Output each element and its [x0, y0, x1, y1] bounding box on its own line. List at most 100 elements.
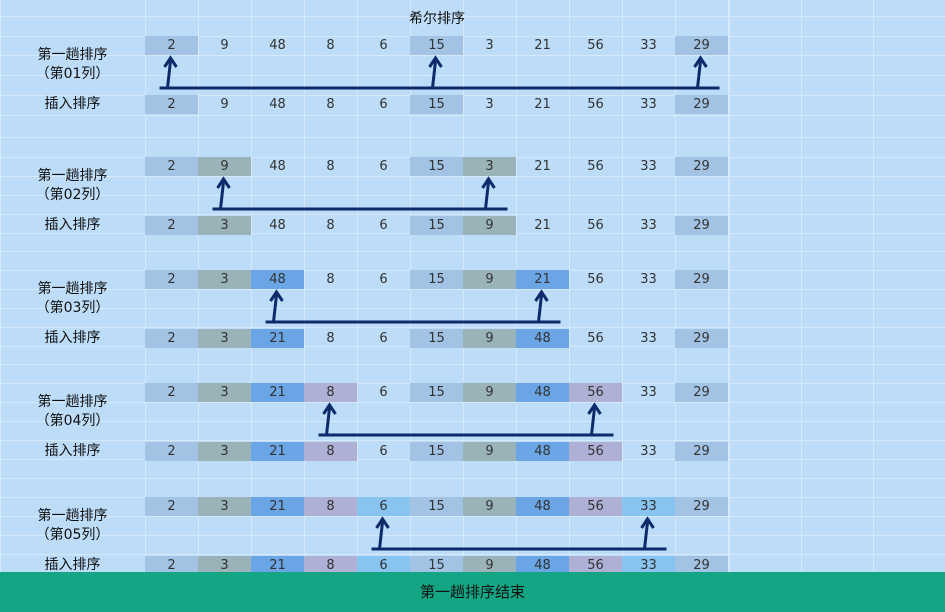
- value-cell[interactable]: 6: [357, 497, 410, 516]
- value-cell[interactable]: 3: [463, 157, 516, 176]
- sorted-value-cell[interactable]: 2: [145, 329, 198, 348]
- value-cell[interactable]: 15: [410, 36, 463, 55]
- value-cell[interactable]: 33: [640, 159, 657, 174]
- sorted-value-cell[interactable]: 21: [251, 329, 304, 348]
- value-cell[interactable]: 2: [145, 270, 198, 289]
- value-cell[interactable]: 8: [304, 497, 357, 516]
- sorted-value-cell[interactable]: 48: [516, 329, 569, 348]
- sorted-value-cell[interactable]: 56: [569, 442, 622, 461]
- sorted-value-cell[interactable]: 15: [410, 95, 463, 114]
- value-cell[interactable]: 29: [675, 497, 728, 516]
- value-cell[interactable]: 8: [326, 38, 335, 53]
- value-cell[interactable]: 56: [587, 38, 604, 53]
- value-cell[interactable]: 33: [640, 38, 657, 53]
- sorted-value-cell[interactable]: 8: [304, 442, 357, 461]
- sorted-value-cell[interactable]: 29: [675, 329, 728, 348]
- value-cell[interactable]: 6: [379, 38, 388, 53]
- value-cell[interactable]: 21: [251, 497, 304, 516]
- sorted-value-cell[interactable]: 33: [622, 556, 675, 575]
- sorted-value-cell[interactable]: 6: [357, 556, 410, 575]
- value-cell[interactable]: 9: [198, 157, 251, 176]
- value-cell[interactable]: 6: [379, 272, 388, 287]
- value-cell[interactable]: 2: [145, 383, 198, 402]
- sorted-value-cell[interactable]: 9: [463, 556, 516, 575]
- value-cell[interactable]: 15: [410, 270, 463, 289]
- sorted-value-cell[interactable]: 48: [269, 218, 286, 233]
- value-cell[interactable]: 8: [304, 383, 357, 402]
- value-cell[interactable]: 15: [410, 497, 463, 516]
- value-cell[interactable]: 3: [198, 270, 251, 289]
- value-cell[interactable]: 2: [145, 497, 198, 516]
- sorted-value-cell[interactable]: 8: [326, 97, 335, 112]
- value-cell[interactable]: 2: [145, 36, 198, 55]
- sorted-value-cell[interactable]: 56: [569, 556, 622, 575]
- value-cell[interactable]: 33: [640, 272, 657, 287]
- value-cell[interactable]: 29: [675, 270, 728, 289]
- sorted-value-cell[interactable]: 33: [640, 97, 657, 112]
- value-cell[interactable]: 9: [220, 38, 229, 53]
- sorted-value-cell[interactable]: 3: [198, 329, 251, 348]
- value-cell[interactable]: 56: [569, 497, 622, 516]
- value-cell[interactable]: 6: [379, 385, 388, 400]
- sorted-value-cell[interactable]: 29: [675, 95, 728, 114]
- sorted-value-cell[interactable]: 33: [640, 444, 657, 459]
- sorted-value-cell[interactable]: 48: [516, 556, 569, 575]
- sorted-value-cell[interactable]: 2: [145, 556, 198, 575]
- value-cell[interactable]: 9: [463, 383, 516, 402]
- sorted-value-cell[interactable]: 2: [145, 95, 198, 114]
- value-cell[interactable]: 56: [569, 383, 622, 402]
- value-cell[interactable]: 56: [587, 272, 604, 287]
- value-cell[interactable]: 48: [251, 270, 304, 289]
- sorted-value-cell[interactable]: 29: [675, 556, 728, 575]
- sorted-value-cell[interactable]: 15: [410, 556, 463, 575]
- sorted-value-cell[interactable]: 15: [410, 442, 463, 461]
- sorted-value-cell[interactable]: 48: [516, 442, 569, 461]
- sorted-value-cell[interactable]: 29: [675, 442, 728, 461]
- sorted-value-cell[interactable]: 56: [587, 218, 604, 233]
- value-cell[interactable]: 9: [463, 270, 516, 289]
- value-cell[interactable]: 48: [516, 383, 569, 402]
- value-cell[interactable]: 3: [198, 383, 251, 402]
- value-cell[interactable]: 15: [410, 383, 463, 402]
- sorted-value-cell[interactable]: 9: [463, 442, 516, 461]
- value-cell[interactable]: 8: [326, 159, 335, 174]
- sorted-value-cell[interactable]: 21: [534, 97, 551, 112]
- sorted-value-cell[interactable]: 6: [379, 331, 388, 346]
- value-cell[interactable]: 29: [675, 383, 728, 402]
- sorted-value-cell[interactable]: 9: [463, 216, 516, 235]
- sorted-value-cell[interactable]: 3: [198, 556, 251, 575]
- sorted-value-cell[interactable]: 3: [198, 442, 251, 461]
- sorted-value-cell[interactable]: 6: [379, 97, 388, 112]
- sorted-value-cell[interactable]: 29: [675, 216, 728, 235]
- value-cell[interactable]: 15: [410, 157, 463, 176]
- sorted-value-cell[interactable]: 56: [587, 331, 604, 346]
- value-cell[interactable]: 33: [622, 497, 675, 516]
- value-cell[interactable]: 21: [534, 38, 551, 53]
- sorted-value-cell[interactable]: 8: [304, 556, 357, 575]
- sorted-value-cell[interactable]: 3: [485, 97, 494, 112]
- sorted-value-cell[interactable]: 6: [379, 218, 388, 233]
- value-cell[interactable]: 9: [463, 497, 516, 516]
- value-cell[interactable]: 33: [640, 385, 657, 400]
- sorted-value-cell[interactable]: 21: [251, 442, 304, 461]
- sorted-value-cell[interactable]: 33: [640, 218, 657, 233]
- sorted-value-cell[interactable]: 9: [220, 97, 229, 112]
- value-cell[interactable]: 29: [675, 36, 728, 55]
- sorted-value-cell[interactable]: 6: [379, 444, 388, 459]
- value-cell[interactable]: 48: [516, 497, 569, 516]
- sorted-value-cell[interactable]: 9: [463, 329, 516, 348]
- sorted-value-cell[interactable]: 8: [326, 331, 335, 346]
- value-cell[interactable]: 48: [269, 159, 286, 174]
- value-cell[interactable]: 56: [587, 159, 604, 174]
- value-cell[interactable]: 6: [379, 159, 388, 174]
- value-cell[interactable]: 29: [675, 157, 728, 176]
- value-cell[interactable]: 48: [269, 38, 286, 53]
- value-cell[interactable]: 21: [251, 383, 304, 402]
- sorted-value-cell[interactable]: 2: [145, 442, 198, 461]
- sorted-value-cell[interactable]: 48: [269, 97, 286, 112]
- sorted-value-cell[interactable]: 8: [326, 218, 335, 233]
- sorted-value-cell[interactable]: 21: [534, 218, 551, 233]
- sorted-value-cell[interactable]: 2: [145, 216, 198, 235]
- sorted-value-cell[interactable]: 56: [587, 97, 604, 112]
- sorted-value-cell[interactable]: 3: [198, 216, 251, 235]
